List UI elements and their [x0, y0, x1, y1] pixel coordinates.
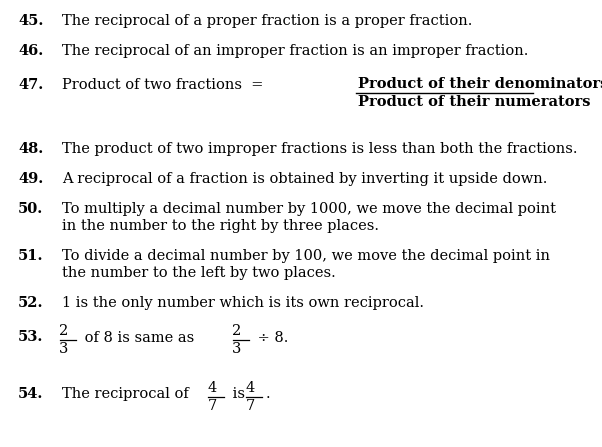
Text: A reciprocal of a fraction is obtained by inverting it upside down.: A reciprocal of a fraction is obtained b…: [62, 172, 547, 186]
Text: ÷ 8.: ÷ 8.: [253, 331, 288, 345]
Text: 3: 3: [60, 342, 69, 356]
Text: 49.: 49.: [18, 172, 43, 186]
Text: Product of two fractions  =: Product of two fractions =: [62, 78, 264, 92]
Text: To divide a decimal number by 100, we move the decimal point in: To divide a decimal number by 100, we mo…: [62, 249, 550, 263]
Text: The product of two improper fractions is less than both the fractions.: The product of two improper fractions is…: [62, 142, 577, 156]
Text: 48.: 48.: [18, 142, 43, 156]
Text: in the number to the right by three places.: in the number to the right by three plac…: [62, 219, 379, 233]
Text: is: is: [228, 387, 250, 401]
Text: 45.: 45.: [18, 14, 43, 28]
Text: The reciprocal of a proper fraction is a proper fraction.: The reciprocal of a proper fraction is a…: [62, 14, 473, 28]
Text: Product of their denominators: Product of their denominators: [358, 77, 602, 91]
Text: 2: 2: [60, 324, 69, 338]
Text: 53.: 53.: [18, 330, 43, 344]
Text: The reciprocal of an improper fraction is an improper fraction.: The reciprocal of an improper fraction i…: [62, 44, 529, 58]
Text: 50.: 50.: [18, 202, 43, 216]
Text: 46.: 46.: [18, 44, 43, 58]
Text: 4: 4: [246, 381, 255, 395]
Text: Product of their numerators: Product of their numerators: [358, 95, 591, 109]
Text: The reciprocal of: The reciprocal of: [62, 387, 193, 401]
Text: 3: 3: [232, 342, 241, 356]
Text: 52.: 52.: [18, 296, 43, 310]
Text: 54.: 54.: [18, 387, 43, 401]
Text: 1 is the only number which is its own reciprocal.: 1 is the only number which is its own re…: [62, 296, 424, 310]
Text: .: .: [266, 387, 271, 401]
Text: 7: 7: [207, 399, 217, 413]
Text: 7: 7: [246, 399, 255, 413]
Text: 51.: 51.: [18, 249, 43, 263]
Text: 2: 2: [232, 324, 241, 338]
Text: 47.: 47.: [18, 78, 43, 92]
Text: 4: 4: [207, 381, 217, 395]
Text: the number to the left by two places.: the number to the left by two places.: [62, 266, 336, 280]
Text: of 8 is same as: of 8 is same as: [80, 331, 199, 345]
Text: To multiply a decimal number by 1000, we move the decimal point: To multiply a decimal number by 1000, we…: [62, 202, 556, 216]
